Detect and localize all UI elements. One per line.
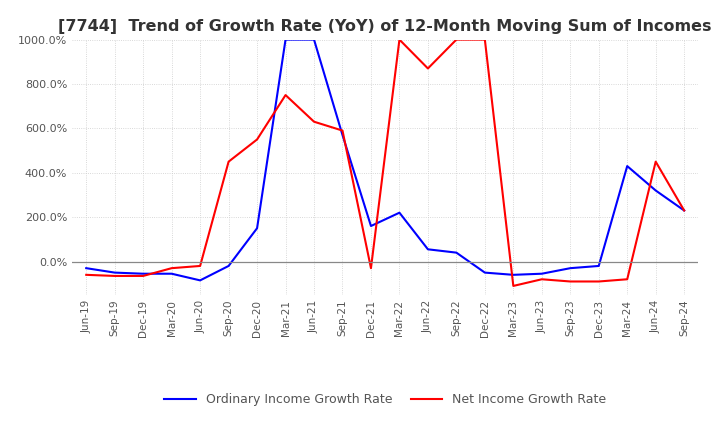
Net Income Growth Rate [652,159,660,164]
Ordinary Income Growth Rate [566,265,575,271]
Ordinary Income Growth Rate [537,271,546,276]
Ordinary Income Growth Rate [623,163,631,169]
Ordinary Income Growth Rate [225,263,233,268]
Line: Net Income Growth Rate: Net Income Growth Rate [86,40,684,286]
Ordinary Income Growth Rate [167,271,176,276]
Ordinary Income Growth Rate [366,224,375,229]
Ordinary Income Growth Rate [680,208,688,213]
Net Income Growth Rate [509,283,518,289]
Title: [7744]  Trend of Growth Rate (YoY) of 12-Month Moving Sum of Incomes: [7744] Trend of Growth Rate (YoY) of 12-… [58,19,712,34]
Ordinary Income Growth Rate [253,226,261,231]
Net Income Growth Rate [110,273,119,279]
Ordinary Income Growth Rate [395,210,404,215]
Ordinary Income Growth Rate [110,270,119,275]
Net Income Growth Rate [423,66,432,71]
Net Income Growth Rate [253,137,261,142]
Net Income Growth Rate [82,272,91,278]
Line: Ordinary Income Growth Rate: Ordinary Income Growth Rate [86,40,684,280]
Net Income Growth Rate [282,92,290,98]
Net Income Growth Rate [452,37,461,42]
Net Income Growth Rate [623,277,631,282]
Ordinary Income Growth Rate [196,278,204,283]
Net Income Growth Rate [310,119,318,125]
Net Income Growth Rate [225,159,233,164]
Ordinary Income Growth Rate [282,37,290,42]
Legend: Ordinary Income Growth Rate, Net Income Growth Rate: Ordinary Income Growth Rate, Net Income … [159,388,611,411]
Net Income Growth Rate [395,37,404,42]
Net Income Growth Rate [196,263,204,268]
Ordinary Income Growth Rate [139,271,148,276]
Ordinary Income Growth Rate [82,265,91,271]
Net Income Growth Rate [167,265,176,271]
Net Income Growth Rate [566,279,575,284]
Ordinary Income Growth Rate [338,132,347,138]
Ordinary Income Growth Rate [310,37,318,42]
Ordinary Income Growth Rate [452,250,461,255]
Net Income Growth Rate [480,37,489,42]
Ordinary Income Growth Rate [480,270,489,275]
Ordinary Income Growth Rate [652,188,660,193]
Net Income Growth Rate [139,273,148,279]
Net Income Growth Rate [595,279,603,284]
Net Income Growth Rate [338,128,347,133]
Ordinary Income Growth Rate [423,247,432,252]
Net Income Growth Rate [537,277,546,282]
Net Income Growth Rate [366,265,375,271]
Ordinary Income Growth Rate [595,263,603,268]
Net Income Growth Rate [680,208,688,213]
Ordinary Income Growth Rate [509,272,518,278]
